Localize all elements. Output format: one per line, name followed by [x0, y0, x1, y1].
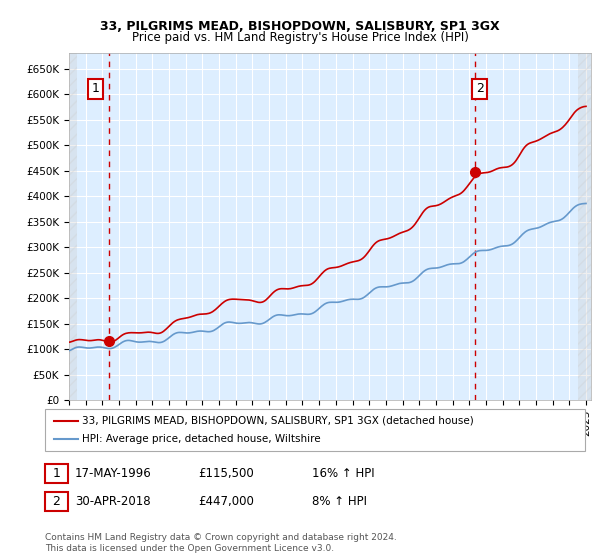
Text: 30-APR-2018: 30-APR-2018 [75, 495, 151, 508]
Bar [578, 53, 591, 400]
Text: 1: 1 [91, 82, 99, 95]
Text: Price paid vs. HM Land Registry's House Price Index (HPI): Price paid vs. HM Land Registry's House … [131, 31, 469, 44]
Text: 2: 2 [476, 82, 484, 95]
Text: £447,000: £447,000 [198, 495, 254, 508]
Text: 16% ↑ HPI: 16% ↑ HPI [312, 467, 374, 480]
Text: £115,500: £115,500 [198, 467, 254, 480]
Text: 8% ↑ HPI: 8% ↑ HPI [312, 495, 367, 508]
Text: 33, PILGRIMS MEAD, BISHOPDOWN, SALISBURY, SP1 3GX (detached house): 33, PILGRIMS MEAD, BISHOPDOWN, SALISBURY… [82, 416, 474, 426]
Text: 1: 1 [52, 467, 61, 480]
Text: HPI: Average price, detached house, Wiltshire: HPI: Average price, detached house, Wilt… [82, 434, 321, 444]
Text: 2: 2 [52, 495, 61, 508]
Text: 17-MAY-1996: 17-MAY-1996 [75, 467, 152, 480]
Text: Contains HM Land Registry data © Crown copyright and database right 2024.
This d: Contains HM Land Registry data © Crown c… [45, 533, 397, 553]
Bar [69, 53, 77, 400]
Text: 33, PILGRIMS MEAD, BISHOPDOWN, SALISBURY, SP1 3GX: 33, PILGRIMS MEAD, BISHOPDOWN, SALISBURY… [100, 20, 500, 32]
